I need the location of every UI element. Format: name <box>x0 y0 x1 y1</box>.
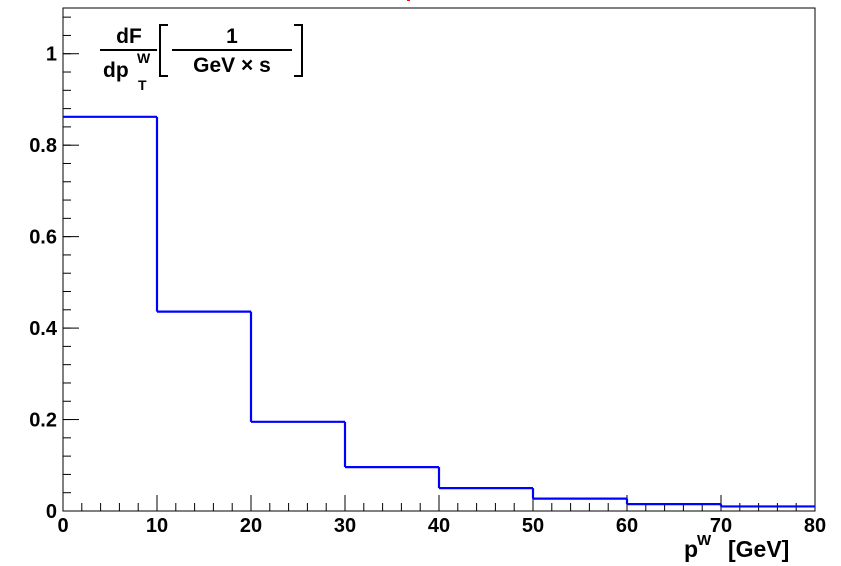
y-tick-label: 0.8 <box>29 135 57 157</box>
x-title-superscript: W <box>697 532 712 549</box>
x-tick-label: 50 <box>522 515 544 537</box>
y-title-numerator: dF <box>116 25 142 48</box>
y-axis-tick-labels: 0 0.2 0.4 0.6 0.8 1 <box>29 44 58 523</box>
y-axis-ticks <box>63 16 79 512</box>
x-axis-ticks <box>62 495 816 511</box>
y-title-unit-numerator: 1 <box>226 25 238 48</box>
x-tick-label: 0 <box>57 515 68 537</box>
y-tick-label: 0.6 <box>29 227 57 249</box>
x-tick-label: 30 <box>334 515 356 537</box>
y-tick-label: 0.2 <box>29 410 57 432</box>
x-tick-label: 80 <box>804 515 826 537</box>
y-title-denominator-superscript: W <box>137 50 151 66</box>
y-title-denominator-subscript: T <box>138 77 147 93</box>
histogram-series <box>63 115 815 508</box>
x-tick-label: 60 <box>616 515 638 537</box>
y-tick-label: 0.4 <box>29 318 58 340</box>
x-axis-title: p W [GeV] <box>684 532 789 562</box>
x-title-unit: [GeV] <box>728 536 789 562</box>
x-tick-label: 70 <box>710 515 732 537</box>
x-axis-tick-labels: 0 10 20 30 40 50 60 70 80 <box>57 515 826 537</box>
x-tick-label: 40 <box>428 515 450 537</box>
y-title-unit-denominator: GeV × s <box>193 54 271 77</box>
y-axis-title: dF dp W T 1 GeV × s <box>100 24 303 93</box>
y-title-denominator: dp <box>103 59 129 82</box>
x-tick-label: 10 <box>146 515 168 537</box>
y-tick-label: 1 <box>46 44 57 66</box>
y-title-left-bracket <box>159 24 168 77</box>
y-title-right-bracket <box>294 24 303 77</box>
y-tick-label: 0 <box>46 501 57 523</box>
x-title-base: p <box>684 536 698 562</box>
x-tick-label: 20 <box>240 515 262 537</box>
